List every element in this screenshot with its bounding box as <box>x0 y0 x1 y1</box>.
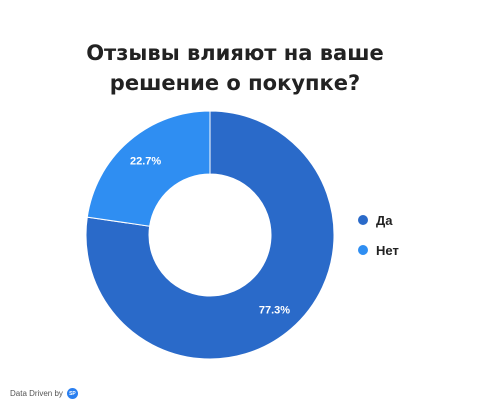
slice-label-net: 22.7% <box>130 156 161 168</box>
datadriven-logo-icon[interactable]: SP <box>66 388 78 399</box>
legend-label-da: Да <box>376 212 393 228</box>
chart-title-line-2: решение о покупке? <box>109 71 361 95</box>
legend-swatch-icon <box>358 215 368 225</box>
legend-swatch-icon <box>358 245 368 255</box>
footer-text: Data Driven by <box>10 389 63 398</box>
legend-item-da[interactable]: Да <box>358 212 399 228</box>
legend-item-net[interactable]: Нет <box>358 242 399 258</box>
slice-da[interactable] <box>85 110 335 360</box>
legend-label-net: Нет <box>376 242 399 258</box>
chart-title: Отзывы влияют на ваше решение о покупке? <box>0 38 470 98</box>
legend: Да Нет <box>358 212 399 272</box>
slice-label-da: 77.3% <box>259 304 290 316</box>
chart-title-line-1: Отзывы влияют на ваше <box>86 41 384 65</box>
slice-net[interactable] <box>86 110 211 227</box>
footer-attribution: Data Driven by SP <box>10 388 78 399</box>
